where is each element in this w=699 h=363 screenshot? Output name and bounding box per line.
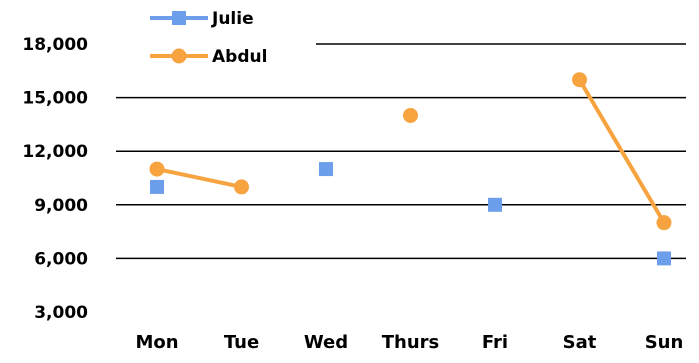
y-tick-label: 15,000 bbox=[22, 89, 88, 109]
gridlines bbox=[116, 43, 686, 260]
series-abdul bbox=[149, 72, 672, 231]
series-julie bbox=[150, 162, 671, 266]
x-axis-categories: Mon Tue Wed Thurs Fri Sat Sun bbox=[135, 332, 683, 353]
data-point bbox=[319, 162, 333, 177]
data-point bbox=[234, 179, 249, 195]
data-point bbox=[657, 251, 671, 266]
legend-marker bbox=[172, 11, 186, 25]
data-point bbox=[149, 161, 165, 177]
legend-item-julie: Julie bbox=[150, 9, 254, 29]
x-tick-label: Sat bbox=[563, 332, 597, 353]
x-tick-label: Mon bbox=[135, 332, 178, 353]
data-point bbox=[488, 197, 502, 212]
legend-label: Abdul bbox=[212, 47, 267, 67]
data-point bbox=[656, 215, 672, 231]
y-axis-ticks: 3,000 6,000 9,000 12,000 15,000 18,000 bbox=[22, 35, 88, 323]
series-line-segment bbox=[155, 167, 244, 189]
x-tick-label: Fri bbox=[482, 332, 508, 353]
y-tick-label: 18,000 bbox=[22, 35, 88, 55]
data-point bbox=[572, 72, 587, 88]
series-line-segment bbox=[577, 77, 666, 225]
x-tick-label: Wed bbox=[304, 332, 348, 353]
legend-marker bbox=[171, 48, 187, 64]
y-tick-label: 9,000 bbox=[34, 196, 88, 216]
data-point bbox=[403, 107, 418, 123]
series-group bbox=[149, 72, 672, 266]
x-tick-label: Sun bbox=[645, 332, 684, 353]
x-tick-label: Thurs bbox=[382, 332, 440, 353]
x-tick-label: Tue bbox=[224, 332, 259, 353]
legend-label: Julie bbox=[211, 9, 254, 29]
data-point bbox=[150, 179, 164, 194]
y-tick-label: 6,000 bbox=[34, 249, 88, 269]
legend: Julie Abdul bbox=[150, 9, 267, 67]
y-tick-label: 12,000 bbox=[22, 142, 88, 162]
legend-item-abdul: Abdul bbox=[150, 47, 267, 67]
y-tick-label: 3,000 bbox=[34, 303, 88, 323]
